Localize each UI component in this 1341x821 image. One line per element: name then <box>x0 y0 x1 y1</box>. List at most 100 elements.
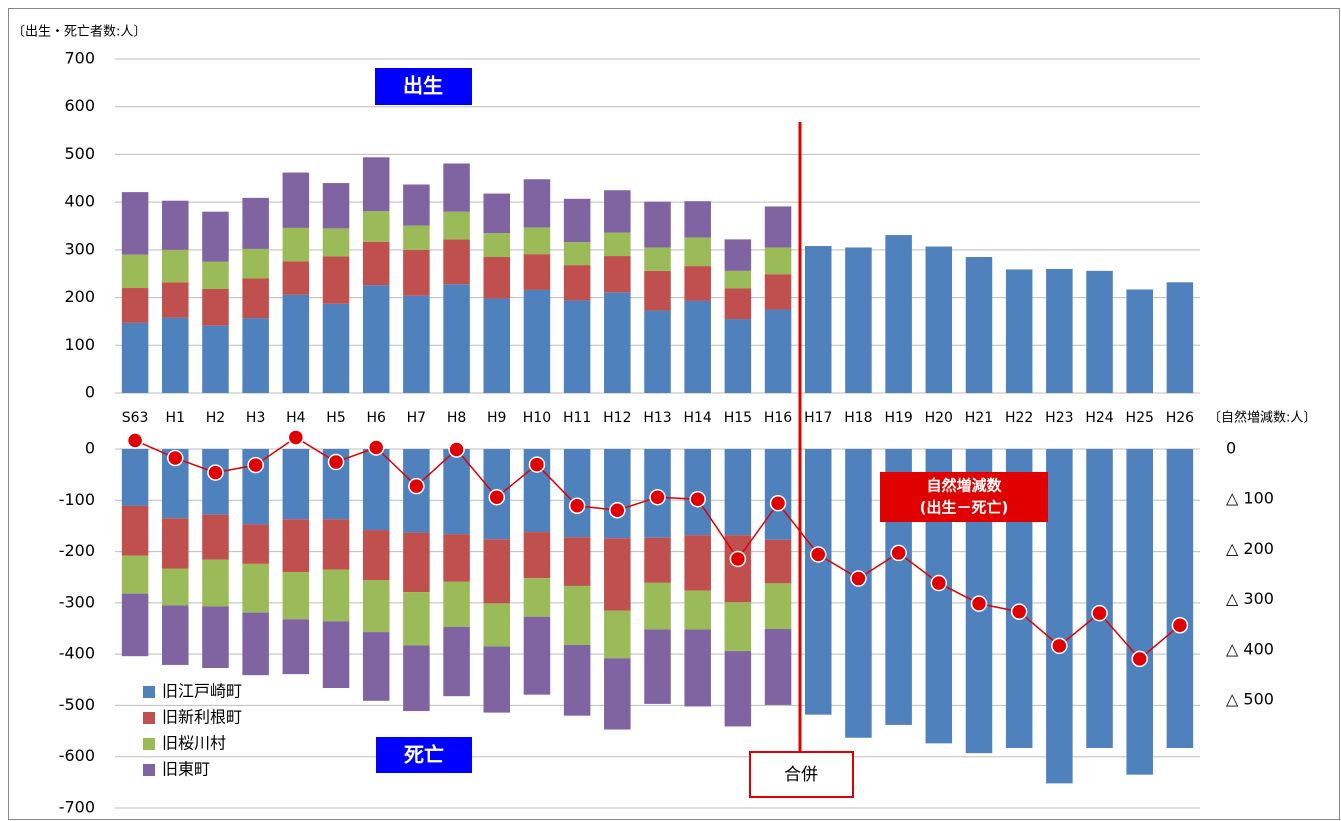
bar <box>362 632 390 701</box>
bar <box>684 629 711 707</box>
y-tick-label: 300 <box>64 239 95 258</box>
legend-label: 旧桜川村 <box>162 734 226 753</box>
y2-tick-label: △ 300 <box>1226 589 1274 608</box>
legend-label: 旧江戸崎町 <box>162 682 242 701</box>
bar <box>483 298 511 393</box>
bar <box>162 605 189 665</box>
x-tick-label: H23 <box>1045 410 1073 426</box>
bar <box>604 538 631 611</box>
bar <box>362 157 390 212</box>
bar <box>644 582 671 630</box>
increase-marker <box>327 453 345 471</box>
bar <box>563 537 591 586</box>
x-tick-label: H8 <box>447 410 466 426</box>
bar <box>604 610 631 659</box>
bar <box>523 179 551 228</box>
y-tick-label: -600 <box>59 746 95 765</box>
increase-marker <box>930 574 948 592</box>
bar <box>684 266 711 301</box>
y2-axis-label: 〔自然増減数:人〕 <box>1208 410 1316 426</box>
x-tick-label: H11 <box>563 410 591 426</box>
bar <box>443 449 470 535</box>
bar <box>644 310 671 393</box>
bar <box>282 172 310 228</box>
bar <box>242 524 269 564</box>
x-tick-label: H22 <box>1005 410 1033 426</box>
y-tick-label: 0 <box>85 439 95 458</box>
bar <box>764 629 792 705</box>
bar <box>563 198 591 243</box>
increase-marker <box>649 488 666 506</box>
bar <box>483 603 511 647</box>
x-tick-label: H18 <box>844 410 872 426</box>
x-tick-label: H21 <box>965 410 993 426</box>
bar <box>1166 282 1194 393</box>
bar <box>644 201 671 248</box>
bar <box>443 626 470 697</box>
bar <box>845 247 872 393</box>
bar <box>604 658 631 730</box>
bar <box>483 257 511 299</box>
bar <box>121 192 149 255</box>
bar <box>403 295 430 393</box>
bar <box>121 555 149 594</box>
bar <box>563 449 591 538</box>
increase-marker <box>568 497 586 514</box>
bar <box>483 539 511 604</box>
bar <box>242 248 269 279</box>
births-box <box>375 68 472 105</box>
legend-swatch <box>143 738 155 750</box>
bar <box>523 227 551 255</box>
x-tick-label: H20 <box>925 410 953 426</box>
bar <box>202 211 229 262</box>
x-tick-label: H19 <box>884 410 912 426</box>
bar <box>162 249 189 283</box>
bar <box>162 568 189 606</box>
legend-label: 旧東町 <box>162 760 210 779</box>
increase-marker <box>1051 637 1068 655</box>
y2-tick-label: △ 200 <box>1226 539 1274 558</box>
x-tick-label: H6 <box>366 410 386 426</box>
bar <box>684 590 711 630</box>
increase-marker <box>809 546 827 563</box>
x-tick-label: H7 <box>407 410 426 426</box>
x-tick-label: H15 <box>724 410 752 426</box>
bar <box>403 184 430 226</box>
bar <box>403 592 430 646</box>
deaths-box <box>376 737 472 773</box>
y-tick-label: -300 <box>59 592 95 611</box>
bar <box>121 322 149 393</box>
bar <box>644 270 671 311</box>
bar <box>403 645 430 712</box>
bar <box>121 593 149 657</box>
increase-marker <box>1171 616 1189 634</box>
bar <box>242 318 269 393</box>
y-tick-label: -500 <box>59 695 95 714</box>
increase-marker <box>890 544 907 562</box>
deaths-label: 死亡 <box>404 743 444 767</box>
legend-swatch <box>143 686 155 698</box>
bar <box>362 211 390 242</box>
bar <box>282 294 310 393</box>
bar <box>804 449 832 715</box>
bar <box>202 325 229 393</box>
bar <box>443 534 470 582</box>
bar <box>523 532 551 579</box>
increase-marker <box>1091 604 1108 622</box>
frame <box>8 8 1340 820</box>
bar <box>1086 270 1113 393</box>
y-tick-label: -100 <box>59 490 95 509</box>
bar <box>684 535 711 591</box>
y-tick-label: 100 <box>64 335 95 354</box>
bar <box>523 289 551 393</box>
bar <box>403 225 430 250</box>
y-tick-label: 0 <box>85 383 95 402</box>
bar <box>1126 289 1153 393</box>
bar <box>1126 449 1153 775</box>
bar <box>322 228 350 257</box>
bar <box>1046 268 1073 393</box>
bar <box>1046 449 1073 784</box>
merger-box <box>749 751 854 798</box>
legend-label: 旧新利根町 <box>162 708 242 727</box>
bar <box>322 183 350 229</box>
